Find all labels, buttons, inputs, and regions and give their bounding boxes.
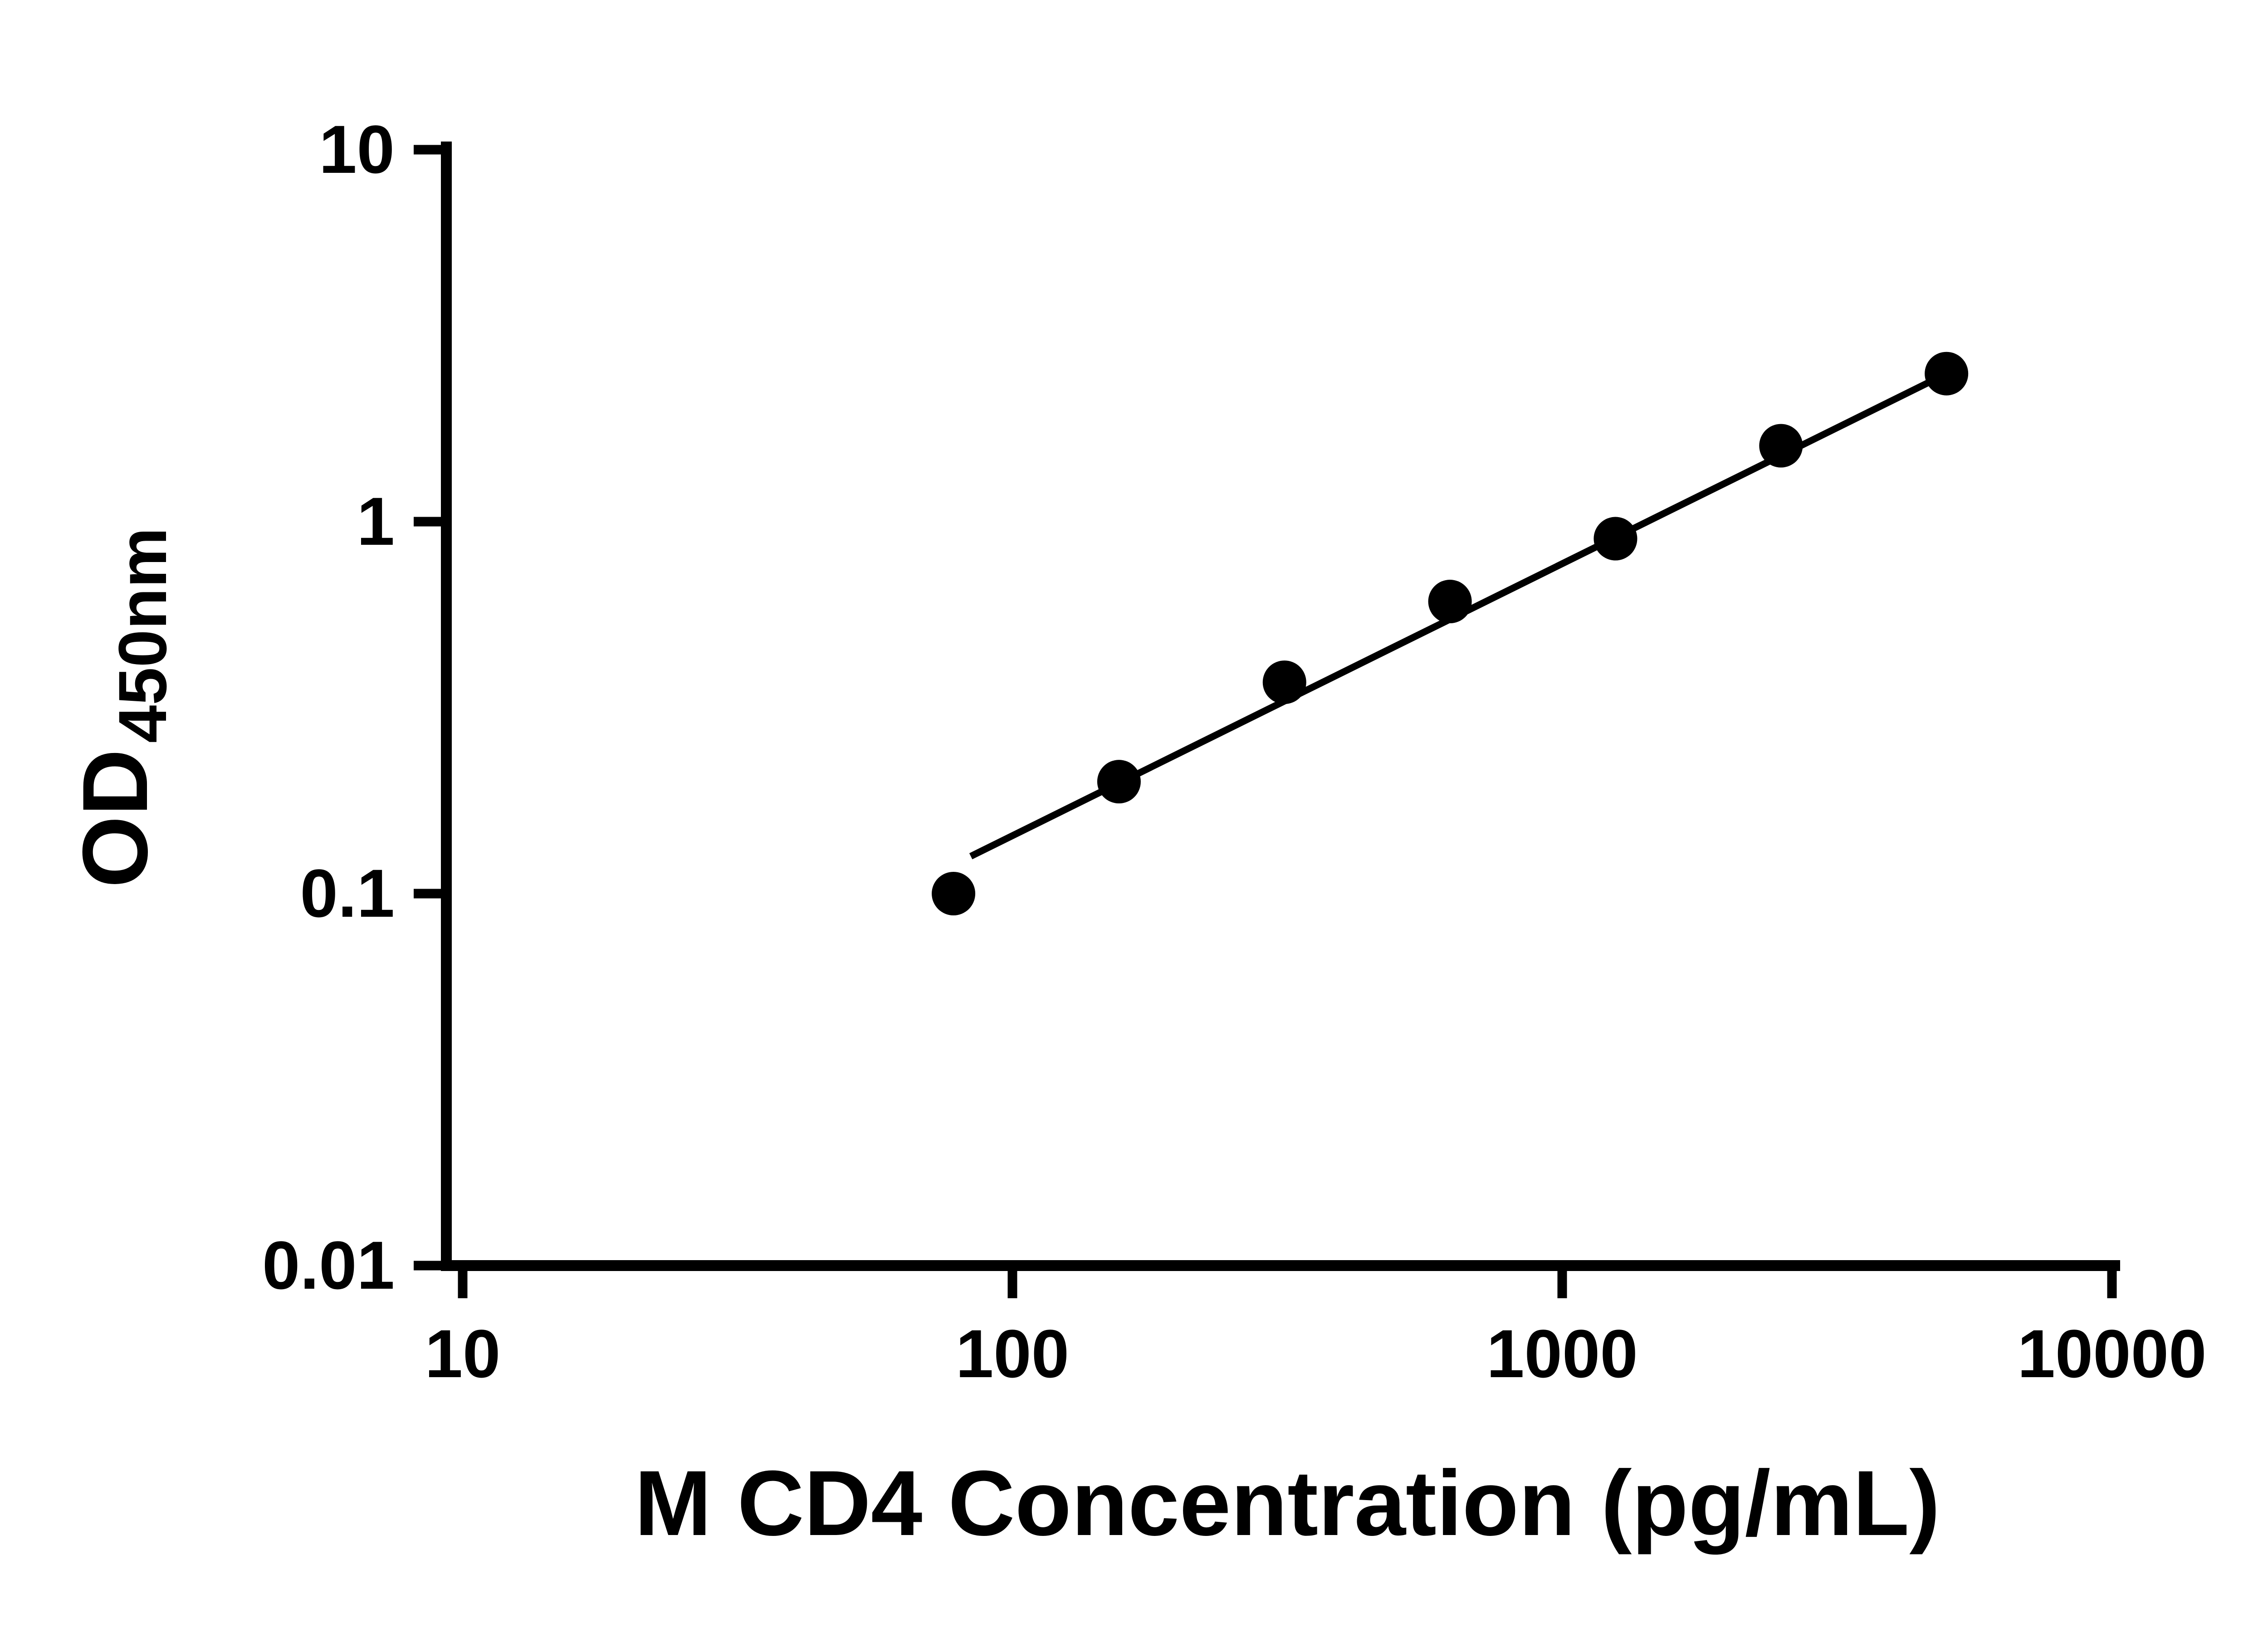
y-axis-title: OD 450nm: [64, 528, 181, 888]
x-tick-label: 10000: [2017, 1315, 2206, 1392]
data-point: [1097, 760, 1141, 804]
x-tick-label: 1000: [1486, 1315, 1638, 1392]
x-tick-label: 100: [956, 1315, 1069, 1392]
x-tick-label: 10: [425, 1315, 501, 1392]
data-point: [1925, 352, 1969, 396]
y-tick-label: 1: [357, 483, 395, 559]
data-point: [1759, 424, 1803, 468]
data-point: [1593, 517, 1637, 561]
x-axis-title: M CD4 Concentration (pg/mL): [635, 1452, 1941, 1555]
data-point: [932, 872, 976, 916]
y-axis-title-main: OD: [64, 749, 167, 888]
y-axis-title-subscript: 450nm: [104, 528, 181, 743]
y-tick-label: 0.01: [262, 1227, 395, 1303]
data-point: [1428, 580, 1472, 624]
y-tick-label: 10: [319, 111, 395, 187]
y-tick-label: 0.1: [300, 855, 395, 931]
data-point: [1262, 660, 1306, 704]
